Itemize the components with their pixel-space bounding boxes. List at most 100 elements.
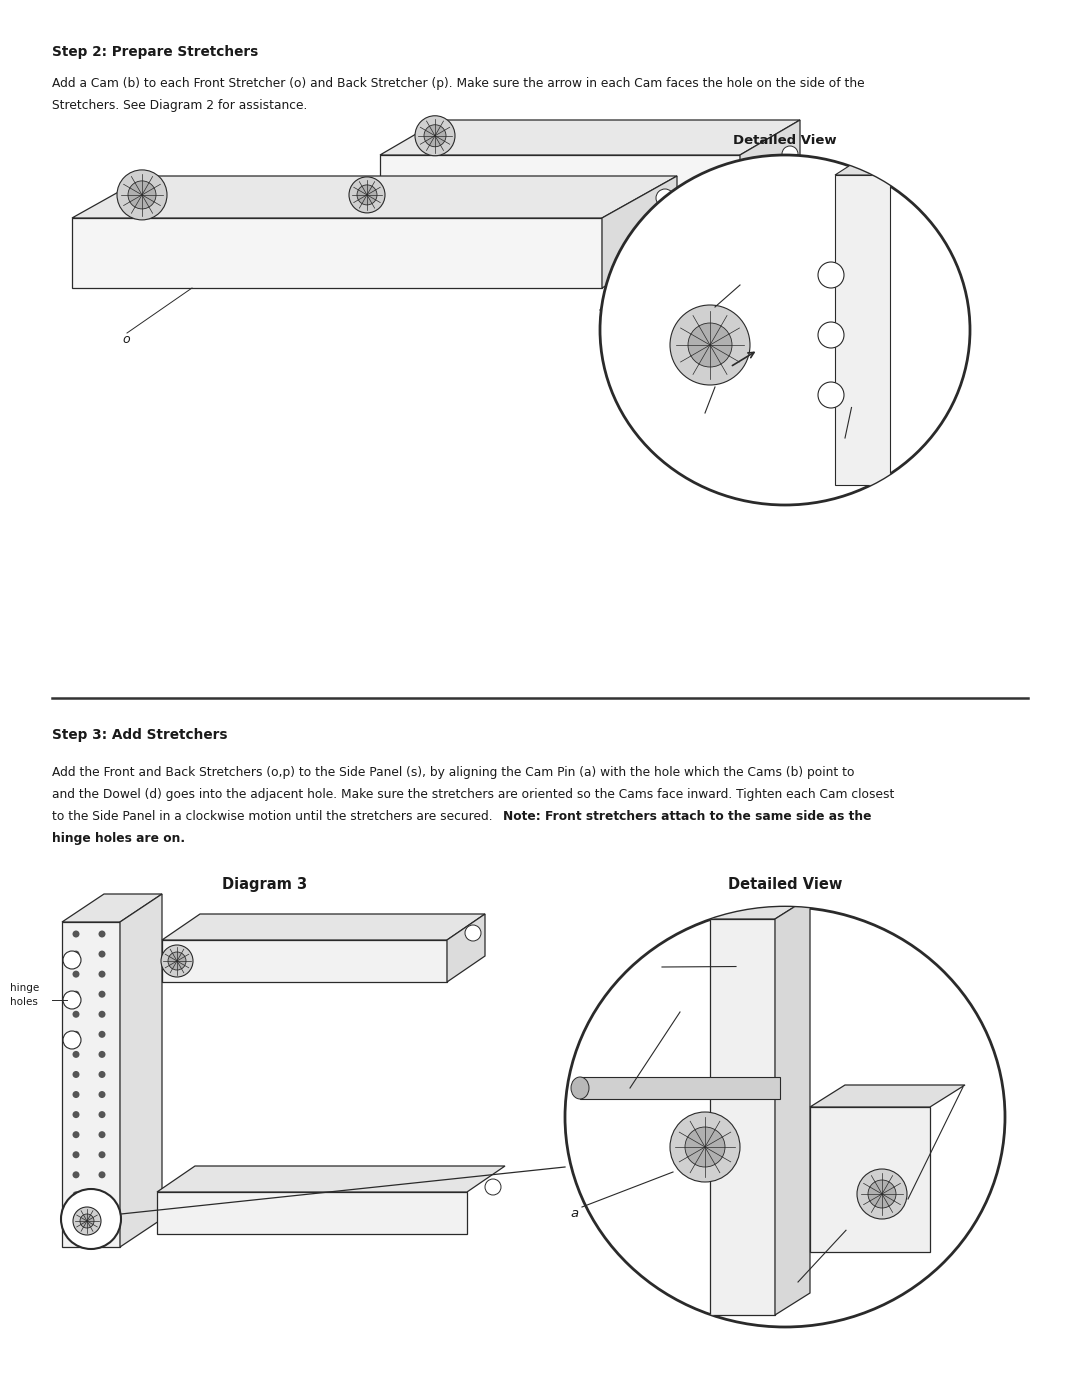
Circle shape — [782, 147, 798, 162]
Circle shape — [98, 990, 106, 997]
Text: Diagram 2: Diagram 2 — [498, 137, 582, 152]
Circle shape — [98, 1071, 106, 1078]
Circle shape — [98, 1211, 106, 1218]
Circle shape — [72, 1232, 80, 1239]
Polygon shape — [835, 156, 918, 175]
Text: Diagram 3: Diagram 3 — [222, 877, 308, 893]
Polygon shape — [835, 175, 890, 485]
Text: Add a Cam (b) to each Front Stretcher (o) and Back Stretcher (p). Make sure the : Add a Cam (b) to each Front Stretcher (o… — [52, 77, 865, 89]
Text: d: d — [669, 1007, 676, 1020]
Text: and the Dowel (d) goes into the adjacent hole. Make sure the stretchers are orie: and the Dowel (d) goes into the adjacent… — [52, 788, 894, 800]
Circle shape — [168, 951, 186, 970]
Polygon shape — [380, 155, 740, 203]
Circle shape — [424, 124, 446, 147]
Polygon shape — [162, 914, 485, 940]
Circle shape — [73, 1207, 102, 1235]
Text: hinge holes are on.: hinge holes are on. — [52, 833, 185, 845]
Circle shape — [818, 263, 843, 288]
Circle shape — [98, 1192, 106, 1199]
Circle shape — [72, 930, 80, 937]
Ellipse shape — [565, 907, 1005, 1327]
Ellipse shape — [571, 1077, 589, 1099]
Circle shape — [670, 1112, 740, 1182]
Text: b: b — [966, 1083, 973, 1095]
Text: p: p — [840, 440, 849, 453]
Polygon shape — [62, 894, 162, 922]
Text: to the Side Panel in a clockwise motion until the stretchers are secured.: to the Side Panel in a clockwise motion … — [52, 810, 497, 823]
Circle shape — [98, 1051, 106, 1058]
Polygon shape — [157, 1166, 505, 1192]
Text: hinge
holes: hinge holes — [10, 983, 39, 1007]
Polygon shape — [580, 1077, 780, 1099]
Circle shape — [72, 1071, 80, 1078]
Circle shape — [868, 1180, 896, 1208]
Text: Add the Front and Back Stretchers (o,p) to the Side Panel (s), by aligning the C: Add the Front and Back Stretchers (o,p) … — [52, 766, 854, 780]
Circle shape — [63, 990, 81, 1009]
Circle shape — [670, 305, 750, 386]
Polygon shape — [162, 940, 447, 982]
Circle shape — [63, 1031, 81, 1049]
Circle shape — [465, 925, 481, 942]
Polygon shape — [810, 1085, 966, 1106]
Text: Note: Front stretchers attach to the same side as the: Note: Front stretchers attach to the sam… — [503, 810, 872, 823]
Circle shape — [72, 1211, 80, 1218]
Text: Detailed View: Detailed View — [728, 877, 842, 893]
Circle shape — [98, 950, 106, 957]
Circle shape — [685, 1127, 725, 1166]
Circle shape — [72, 1192, 80, 1199]
Text: Step 2: Prepare Stretchers: Step 2: Prepare Stretchers — [52, 45, 258, 59]
Circle shape — [72, 1091, 80, 1098]
Circle shape — [63, 951, 81, 970]
Circle shape — [818, 321, 843, 348]
Text: Detailed View: Detailed View — [733, 134, 837, 147]
Circle shape — [72, 1011, 80, 1018]
Circle shape — [60, 1189, 121, 1249]
Circle shape — [98, 1171, 106, 1178]
Circle shape — [72, 1132, 80, 1139]
Circle shape — [80, 1214, 94, 1228]
Polygon shape — [810, 1106, 930, 1252]
Polygon shape — [72, 218, 602, 288]
Circle shape — [72, 1111, 80, 1118]
Circle shape — [98, 1031, 106, 1038]
Text: arrow: arrow — [690, 415, 724, 427]
Circle shape — [98, 1091, 106, 1098]
Circle shape — [72, 950, 80, 957]
Polygon shape — [775, 897, 810, 1315]
Text: a: a — [570, 1207, 578, 1220]
Circle shape — [349, 177, 384, 212]
Text: s: s — [650, 963, 657, 975]
Circle shape — [72, 1171, 80, 1178]
Polygon shape — [602, 176, 677, 288]
Circle shape — [72, 1051, 80, 1058]
Circle shape — [818, 381, 843, 408]
Polygon shape — [447, 914, 485, 982]
Circle shape — [485, 1179, 501, 1194]
Polygon shape — [62, 922, 120, 1248]
Circle shape — [129, 180, 156, 210]
Circle shape — [161, 944, 193, 977]
Text: a: a — [745, 279, 753, 293]
Circle shape — [858, 1169, 907, 1220]
Circle shape — [72, 971, 80, 978]
Text: o: o — [122, 332, 130, 346]
Polygon shape — [710, 919, 775, 1315]
Circle shape — [72, 990, 80, 997]
Circle shape — [98, 1011, 106, 1018]
Polygon shape — [72, 176, 677, 218]
Text: p: p — [800, 1273, 808, 1285]
Circle shape — [688, 323, 732, 367]
Circle shape — [98, 930, 106, 937]
Ellipse shape — [600, 155, 970, 504]
Circle shape — [656, 189, 674, 207]
Polygon shape — [380, 120, 800, 155]
Text: Stretchers. See Diagram 2 for assistance.: Stretchers. See Diagram 2 for assistance… — [52, 99, 308, 112]
Circle shape — [98, 1132, 106, 1139]
Circle shape — [72, 1031, 80, 1038]
Circle shape — [357, 184, 377, 205]
Text: Step 3: Add Stretchers: Step 3: Add Stretchers — [52, 728, 228, 742]
Circle shape — [98, 1111, 106, 1118]
Circle shape — [98, 1151, 106, 1158]
Polygon shape — [740, 120, 800, 203]
Polygon shape — [157, 1192, 467, 1234]
